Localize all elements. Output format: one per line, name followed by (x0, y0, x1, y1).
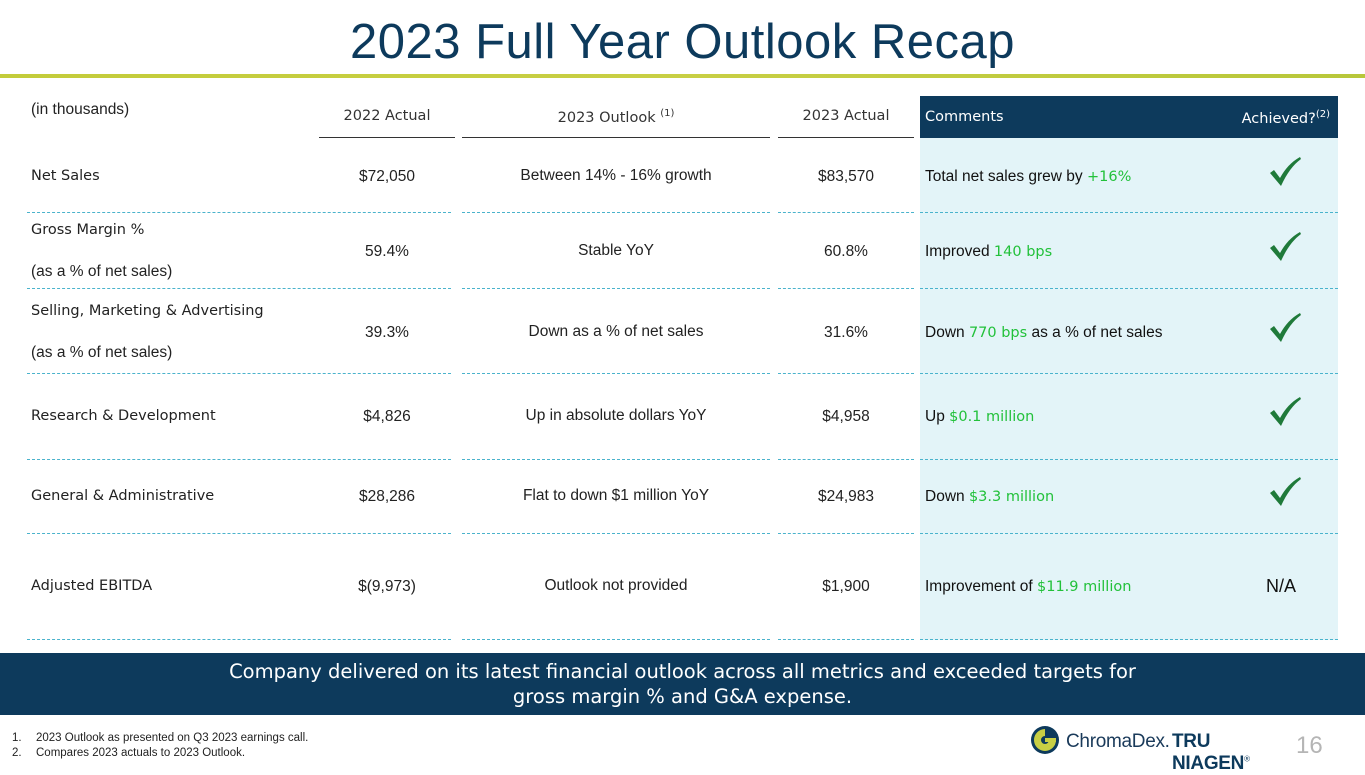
page-number: 16 (1296, 732, 1323, 759)
row-divider (27, 288, 451, 289)
comment-pre: Up (925, 408, 950, 425)
col-head-2022-actual: 2022 Actual (343, 108, 431, 124)
comment-text: Improved 140 bps (925, 243, 1052, 261)
col-head-rule (462, 137, 770, 138)
cell-2022-actual: $72,050 (358, 168, 416, 185)
logo-chromadex-text: ChromaDex. (1066, 731, 1170, 752)
cell-2023-outlook: Up in absolute dollars YoY (525, 407, 707, 424)
col-head-comments: Comments (925, 109, 1004, 125)
banner-line-2: gross margin % and G&A expense. (512, 685, 853, 708)
row-divider (462, 288, 770, 289)
comment-text: Down $3.3 million (925, 488, 1054, 506)
col-head-2023-actual: 2023 Actual (802, 108, 890, 124)
col-head-2023-outlook: 2023 Outlook (1) (557, 108, 675, 126)
cell-2023-outlook: Outlook not provided (544, 577, 688, 594)
page-title: 2023 Full Year Outlook Recap (349, 15, 1016, 69)
row-label: Research & Development (31, 408, 216, 424)
cell-2023-actual: $83,570 (817, 168, 875, 185)
checkmark-icon (1270, 313, 1301, 342)
cell-2022-actual: $(9,973) (358, 578, 416, 595)
cell-2023-actual: $4,958 (822, 408, 870, 425)
checkmark-icon (1270, 157, 1301, 186)
row-label: Adjusted EBITDA (31, 578, 153, 594)
cell-2022-actual: $4,826 (363, 408, 411, 425)
company-logo: ChromaDex. TRU NIAGEN® (1030, 724, 1290, 774)
row-divider (778, 459, 914, 460)
row-label: Selling, Marketing & Advertising (31, 303, 264, 319)
cell-2023-outlook: Down as a % of net sales (528, 323, 704, 340)
unit-note: (in thousands) (31, 101, 130, 118)
cell-2023-outlook: Stable YoY (578, 242, 654, 259)
achieved-text: N/A (1266, 576, 1297, 596)
summary-banner: Company delivered on its latest financia… (0, 653, 1365, 715)
row-divider (27, 373, 451, 374)
cell-2023-outlook: Between 14% - 16% growth (520, 167, 712, 184)
row-divider (778, 288, 914, 289)
comment-highlight: 140 bps (993, 244, 1053, 260)
cell-2022-actual: $28,286 (358, 488, 416, 505)
row-divider (920, 212, 1338, 213)
comment-text: Up $0.1 million (925, 408, 1034, 426)
cell-2022-actual: 39.3% (365, 324, 409, 341)
row-label: General & Administrative (31, 488, 215, 504)
banner-line-1: Company delivered on its latest financia… (229, 660, 1136, 683)
comment-pre: Improved (925, 243, 994, 260)
col-head-rule (319, 137, 455, 138)
title-divider (0, 74, 1365, 78)
row-divider (27, 639, 451, 640)
row-divider (920, 639, 1338, 640)
checkmark-icon (1270, 477, 1301, 506)
comment-text: Down 770 bps as a % of net sales (925, 324, 1162, 342)
comment-post: as a % of net sales (1027, 324, 1163, 341)
comment-highlight: $3.3 million (968, 489, 1055, 505)
cell-2023-actual: $24,983 (817, 488, 875, 505)
comment-pre: Improvement of (925, 578, 1037, 595)
comments-header: Comments Achieved?(2) (920, 96, 1338, 138)
row-label: Net Sales (31, 168, 100, 184)
row-divider (27, 212, 451, 213)
comment-highlight: +16% (1086, 169, 1132, 185)
cell-2023-actual: 60.8% (824, 243, 868, 260)
comment-highlight: $11.9 million (1037, 579, 1132, 595)
checkmark-icon (1270, 397, 1301, 426)
row-divider (920, 373, 1338, 374)
row-divider (27, 533, 451, 534)
comment-highlight: $0.1 million (949, 409, 1035, 425)
cell-2023-outlook: Flat to down $1 million YoY (522, 487, 710, 504)
footnote-2: 2. Compares 2023 actuals to 2023 Outlook. (12, 747, 246, 759)
cell-2023-actual: 31.6% (824, 324, 868, 341)
row-divider (462, 212, 770, 213)
row-divider (462, 639, 770, 640)
comment-text: Improvement of $11.9 million (925, 578, 1131, 596)
row-sublabel: (as a % of net sales) (31, 344, 173, 361)
row-divider (778, 639, 914, 640)
row-divider (462, 373, 770, 374)
checkmark-icon (1270, 232, 1301, 261)
row-label: Gross Margin % (31, 222, 145, 238)
row-divider (778, 533, 914, 534)
footnote-1: 1. 2023 Outlook as presented on Q3 2023 e… (12, 732, 309, 744)
col-head-rule (778, 137, 914, 138)
logo-tru-niagen-text: TRU NIAGEN® (1172, 731, 1250, 774)
col-head-achieved: Achieved?(2) (1241, 109, 1330, 127)
comment-pre: Down (925, 488, 969, 505)
row-divider (920, 533, 1338, 534)
comment-text: Total net sales grew by +16% (925, 168, 1131, 186)
row-sublabel: (as a % of net sales) (31, 263, 173, 280)
cell-2022-actual: 59.4% (365, 243, 409, 260)
row-divider (920, 288, 1338, 289)
row-divider (778, 212, 914, 213)
cell-2023-actual: $1,900 (822, 578, 870, 595)
row-divider (462, 533, 770, 534)
row-divider (778, 373, 914, 374)
row-divider (27, 459, 451, 460)
comment-highlight: 770 bps (968, 325, 1028, 341)
row-divider (462, 459, 770, 460)
chromadex-mark-icon (1031, 726, 1059, 754)
comment-pre: Total net sales grew by (925, 168, 1087, 185)
comment-pre: Down (925, 324, 969, 341)
comments-panel (920, 96, 1338, 640)
row-divider (920, 459, 1338, 460)
